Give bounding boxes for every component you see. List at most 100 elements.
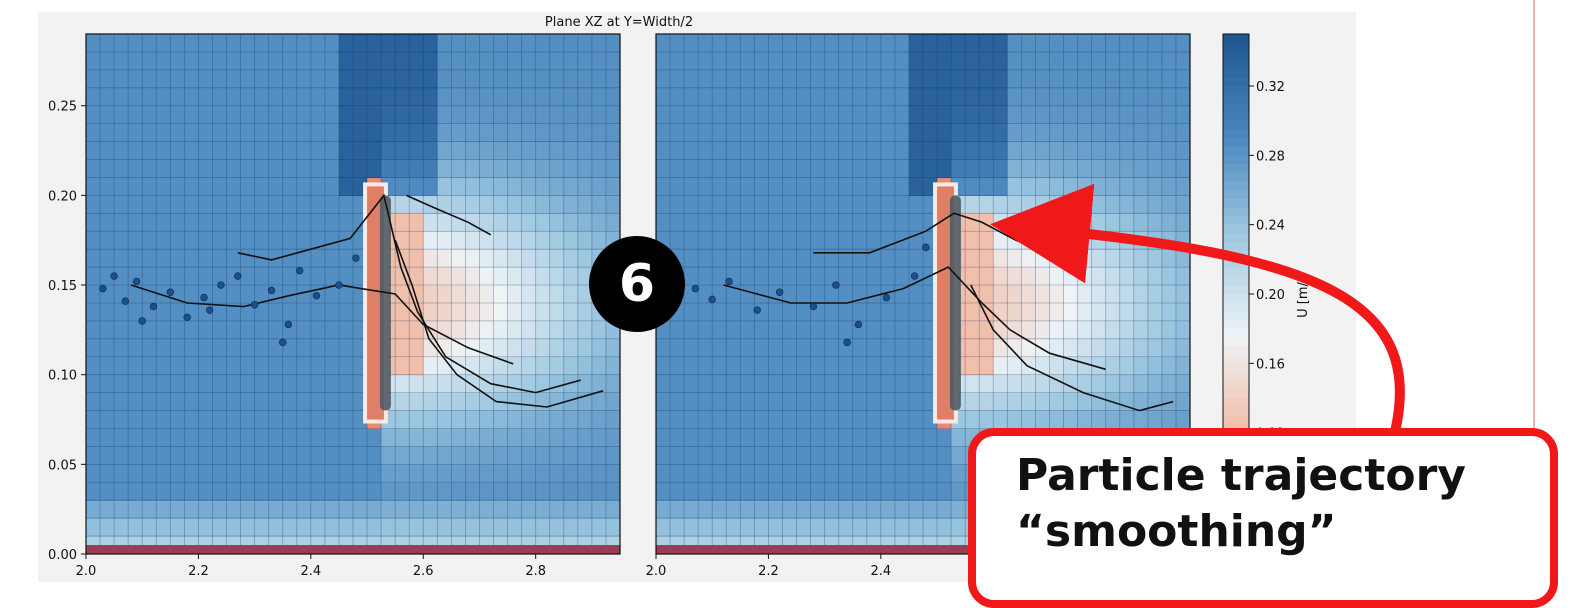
field-cell (268, 392, 284, 412)
field-cell (465, 249, 481, 268)
field-cell (1063, 177, 1079, 196)
field-cell (880, 392, 896, 412)
field-cell (282, 177, 298, 196)
colorbar-segment (1223, 42, 1249, 53)
field-cell (381, 464, 396, 483)
field-cell (979, 69, 994, 89)
field-cell (740, 338, 755, 358)
field-cell (254, 87, 270, 107)
colorbar-segment (1223, 138, 1249, 148)
field-cell (740, 392, 755, 412)
field-cell (409, 500, 424, 519)
field-cell (451, 87, 467, 107)
field-cell (1021, 51, 1037, 71)
field-cell (880, 446, 896, 465)
field-cell (535, 410, 551, 430)
colorbar-segment (1223, 94, 1249, 105)
field-cell (656, 195, 671, 214)
field-cell (852, 482, 868, 501)
field-cell (535, 518, 551, 537)
field-cell (324, 392, 340, 412)
field-cell (296, 285, 312, 304)
field-cell (198, 500, 214, 519)
field-cell (367, 69, 382, 89)
field-cell (521, 392, 537, 412)
field-cell (894, 500, 910, 519)
field-cell (951, 69, 966, 89)
field-cell (338, 482, 354, 501)
field-cell (240, 302, 256, 322)
field-cell (423, 482, 438, 501)
field-cell (86, 105, 101, 125)
field-cell (979, 356, 994, 376)
field-cell (852, 159, 868, 179)
y-tick-label: 0.25 (48, 100, 77, 115)
field-cell (768, 123, 784, 143)
field-cell (1105, 267, 1121, 286)
field-cell (338, 267, 354, 286)
field-cell (993, 159, 1008, 179)
field-cell (1049, 249, 1065, 268)
field-cell (310, 159, 326, 179)
field-cell (866, 69, 882, 89)
field-cell (866, 267, 882, 286)
field-cell (1161, 302, 1177, 322)
field-cell (605, 446, 620, 465)
field-cell (796, 105, 812, 125)
field-cell (437, 392, 452, 412)
field-cell (754, 500, 770, 519)
colorbar-tick-label: 0.24 (1256, 219, 1285, 234)
colorbar-segment (1223, 328, 1249, 339)
field-cell (437, 302, 452, 322)
field-cell (296, 464, 312, 483)
field-cell (367, 159, 382, 179)
field-cell (1175, 213, 1190, 232)
field-cell (782, 123, 798, 143)
field-cell (198, 87, 214, 107)
field-cell (1133, 213, 1149, 232)
field-cell (465, 428, 481, 448)
field-cell (353, 141, 368, 161)
field-cell (656, 141, 671, 161)
field-cell (1077, 356, 1093, 376)
particle (725, 277, 733, 286)
field-cell (979, 177, 994, 196)
field-cell (605, 428, 620, 448)
field-cell (782, 374, 798, 394)
field-cell (810, 392, 826, 412)
field-cell (1077, 249, 1093, 268)
slide-edge-line (1533, 0, 1535, 582)
field-cell (979, 123, 994, 143)
field-cell (521, 177, 537, 196)
field-cell (923, 500, 938, 519)
field-cell (282, 374, 298, 394)
field-cell (128, 302, 143, 322)
field-cell (726, 213, 741, 232)
field-cell (212, 428, 228, 448)
field-cell (1105, 87, 1121, 107)
field-cell (908, 428, 924, 448)
field-cell (965, 213, 980, 232)
field-cell (782, 267, 798, 286)
field-cell (282, 87, 298, 107)
field-cell (296, 51, 312, 71)
field-cell (880, 51, 896, 71)
field-cell (605, 392, 620, 412)
field-cell (563, 141, 579, 161)
field-cell (768, 267, 784, 286)
field-cell (894, 518, 910, 537)
field-cell (796, 410, 812, 430)
field-cell (198, 231, 214, 250)
field-cell (754, 213, 770, 232)
field-cell (1119, 338, 1135, 358)
field-cell (128, 159, 143, 179)
field-cell (268, 267, 284, 286)
field-cell (535, 69, 551, 89)
field-cell (142, 446, 157, 465)
field-cell (142, 320, 157, 340)
field-cell (268, 105, 284, 125)
field-cell (824, 105, 840, 125)
field-cell (1007, 392, 1022, 412)
field-cell (684, 410, 699, 430)
obstacle-edge (949, 195, 961, 411)
